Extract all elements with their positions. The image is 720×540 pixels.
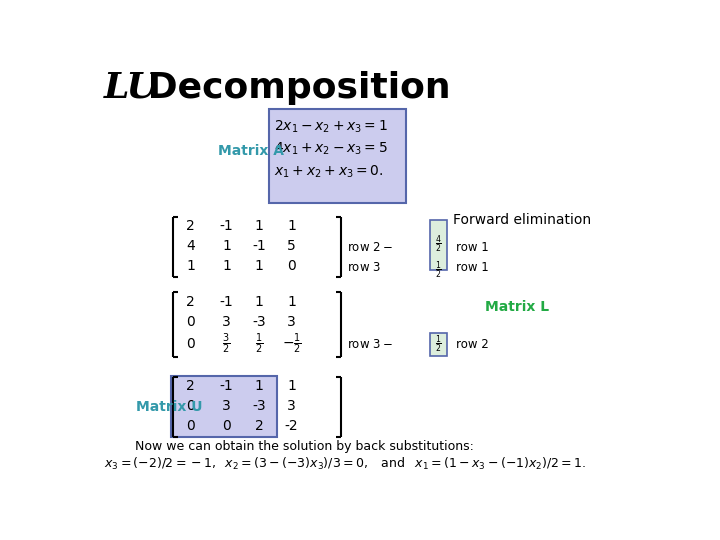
Text: row $3$: row $3$	[347, 261, 381, 274]
Text: 2: 2	[186, 219, 195, 233]
Text: Forward elimination: Forward elimination	[453, 213, 591, 227]
Text: -1: -1	[220, 379, 233, 393]
Text: $4x_1 + x_2 - x_3 = 5$: $4x_1 + x_2 - x_3 = 5$	[274, 140, 387, 157]
Text: $2x_1 - x_2 + x_3 = 1$: $2x_1 - x_2 + x_3 = 1$	[274, 119, 387, 135]
Text: Matrix A: Matrix A	[218, 144, 284, 158]
Text: 1: 1	[222, 239, 231, 253]
Text: $x_3 = (-2)/2 = -1, \;\; x_2 = (3 - (-3)x_3)/3 = 0, \;\;$ and $\;\; x_1 = (1 - x: $x_3 = (-2)/2 = -1, \;\; x_2 = (3 - (-3)…	[104, 456, 586, 472]
Text: $\frac{1}{2}$: $\frac{1}{2}$	[255, 332, 263, 356]
Text: 3: 3	[287, 315, 296, 329]
Text: 1: 1	[254, 259, 264, 273]
Text: $\frac{1}{2}$: $\frac{1}{2}$	[436, 260, 442, 281]
Text: 0: 0	[186, 315, 195, 329]
Text: 1: 1	[287, 219, 296, 233]
Text: row $3 -$: row $3 -$	[347, 338, 393, 351]
Text: 4: 4	[186, 239, 195, 253]
Text: Matrix U: Matrix U	[137, 400, 203, 414]
Text: 0: 0	[186, 338, 195, 352]
Text: 3: 3	[222, 399, 231, 413]
Text: 3: 3	[222, 315, 231, 329]
Text: row 1: row 1	[456, 241, 489, 254]
Text: 0: 0	[287, 259, 296, 273]
Text: 2: 2	[186, 295, 195, 309]
Text: 1: 1	[254, 379, 264, 393]
Text: -3: -3	[252, 315, 266, 329]
Text: 1: 1	[287, 295, 296, 309]
Text: 0: 0	[186, 399, 195, 413]
FancyBboxPatch shape	[171, 376, 276, 437]
Text: -2: -2	[284, 418, 298, 433]
Text: LU: LU	[104, 71, 159, 105]
Text: -1: -1	[220, 219, 233, 233]
Text: -1: -1	[252, 239, 266, 253]
Text: Matrix L: Matrix L	[485, 300, 549, 314]
Text: 5: 5	[287, 239, 296, 253]
Text: $-\frac{1}{2}$: $-\frac{1}{2}$	[282, 332, 302, 356]
Text: $\frac{4}{2}$: $\frac{4}{2}$	[436, 233, 442, 255]
Text: 1: 1	[254, 295, 264, 309]
Text: 3: 3	[287, 399, 296, 413]
Text: row 2: row 2	[456, 338, 489, 351]
Text: row 1: row 1	[456, 261, 489, 274]
Text: 0: 0	[186, 418, 195, 433]
Text: $\frac{3}{2}$: $\frac{3}{2}$	[222, 332, 230, 356]
Text: row $2 -$: row $2 -$	[347, 241, 393, 254]
Text: $x_1 + x_2 + x_3 = 0.$: $x_1 + x_2 + x_3 = 0.$	[274, 164, 383, 180]
Text: 1: 1	[222, 259, 231, 273]
FancyBboxPatch shape	[269, 109, 406, 202]
FancyBboxPatch shape	[431, 220, 447, 269]
Text: -1: -1	[220, 295, 233, 309]
Text: 2: 2	[255, 418, 264, 433]
Text: $\frac{1}{2}$: $\frac{1}{2}$	[436, 334, 442, 355]
Text: 1: 1	[186, 259, 195, 273]
Text: 1: 1	[254, 219, 264, 233]
Text: Decomposition: Decomposition	[135, 71, 451, 105]
Text: -3: -3	[252, 399, 266, 413]
Text: 2: 2	[186, 379, 195, 393]
Text: Now we can obtain the solution by back substitutions:: Now we can obtain the solution by back s…	[135, 440, 474, 453]
Text: 1: 1	[287, 379, 296, 393]
Text: 0: 0	[222, 418, 231, 433]
FancyBboxPatch shape	[431, 333, 447, 356]
